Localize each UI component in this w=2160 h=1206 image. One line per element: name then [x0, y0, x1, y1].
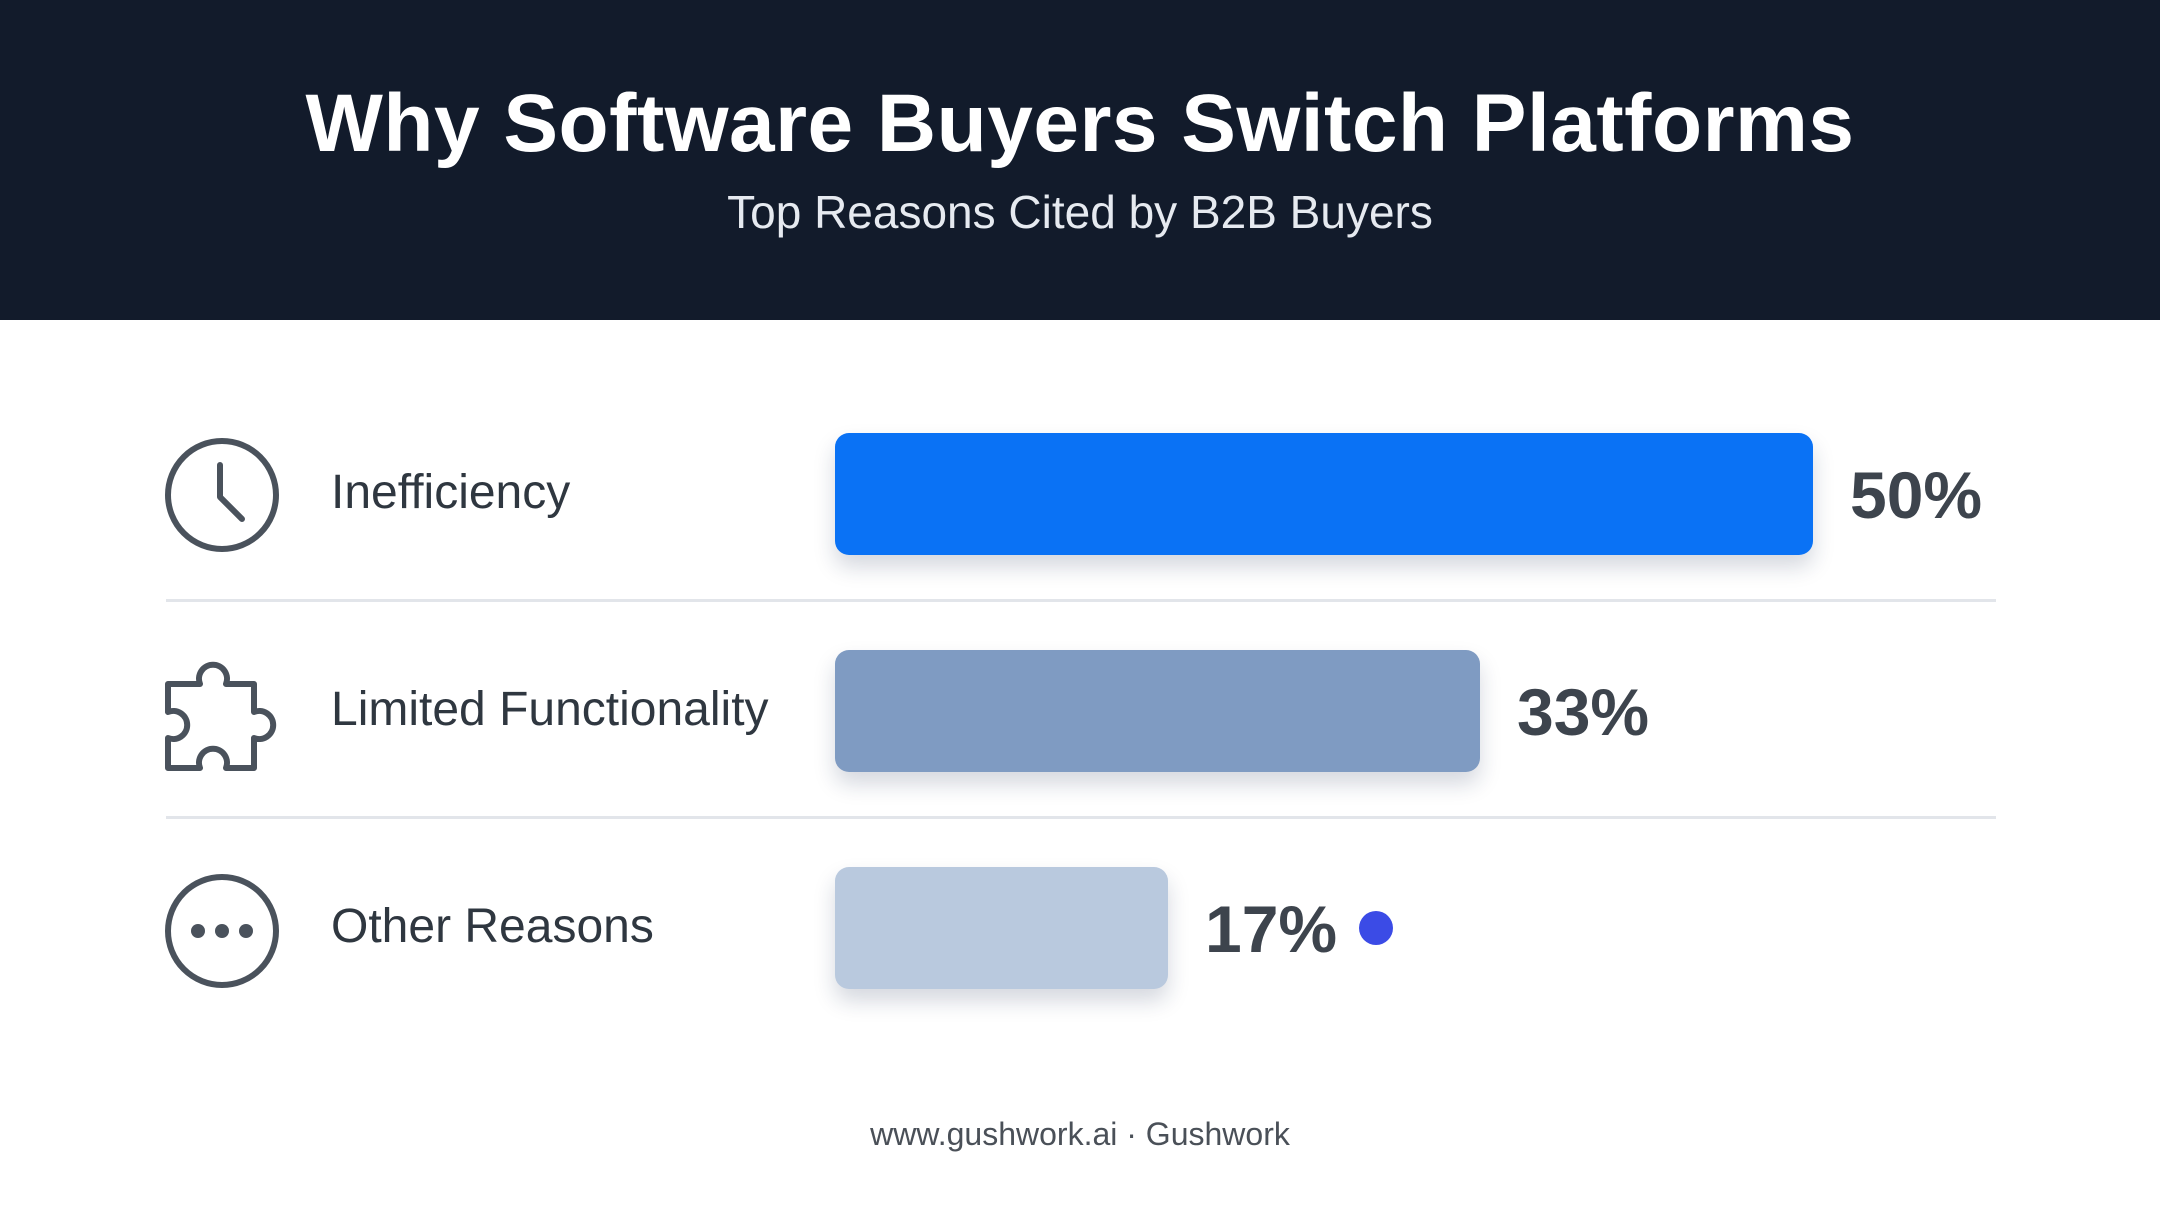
bar-limited-functionality — [835, 650, 1480, 772]
chart-row-limited-functionality: Limited Functionality 33% — [0, 640, 2160, 780]
puzzle-icon — [165, 661, 277, 771]
chart-row-inefficiency: Inefficiency 50% — [0, 423, 2160, 563]
category-label: Inefficiency — [331, 466, 571, 519]
chart-subtitle: Top Reasons Cited by B2B Buyers — [727, 186, 1433, 238]
category-label: Other Reasons — [331, 900, 654, 953]
chart-row-other-reasons: Other Reasons 17% — [0, 857, 2160, 997]
row-divider — [166, 816, 1996, 819]
footer-source: www.gushwork.ai · Gushwork — [870, 1116, 1290, 1152]
clock-icon — [165, 438, 279, 552]
category-label: Limited Functionality — [331, 683, 769, 736]
chart-title: Why Software Buyers Switch Platforms — [305, 78, 1855, 169]
row-divider — [166, 599, 1996, 602]
more-dots-icon — [165, 874, 279, 988]
header-banner: Why Software Buyers Switch Platforms Top… — [0, 0, 2160, 320]
value-label: 17% — [1205, 892, 1338, 966]
value-label: 50% — [1850, 458, 1983, 532]
bar-other-reasons — [835, 867, 1168, 989]
accent-dot — [1359, 911, 1394, 945]
value-label: 33% — [1517, 675, 1650, 749]
bar-inefficiency — [835, 433, 1813, 555]
